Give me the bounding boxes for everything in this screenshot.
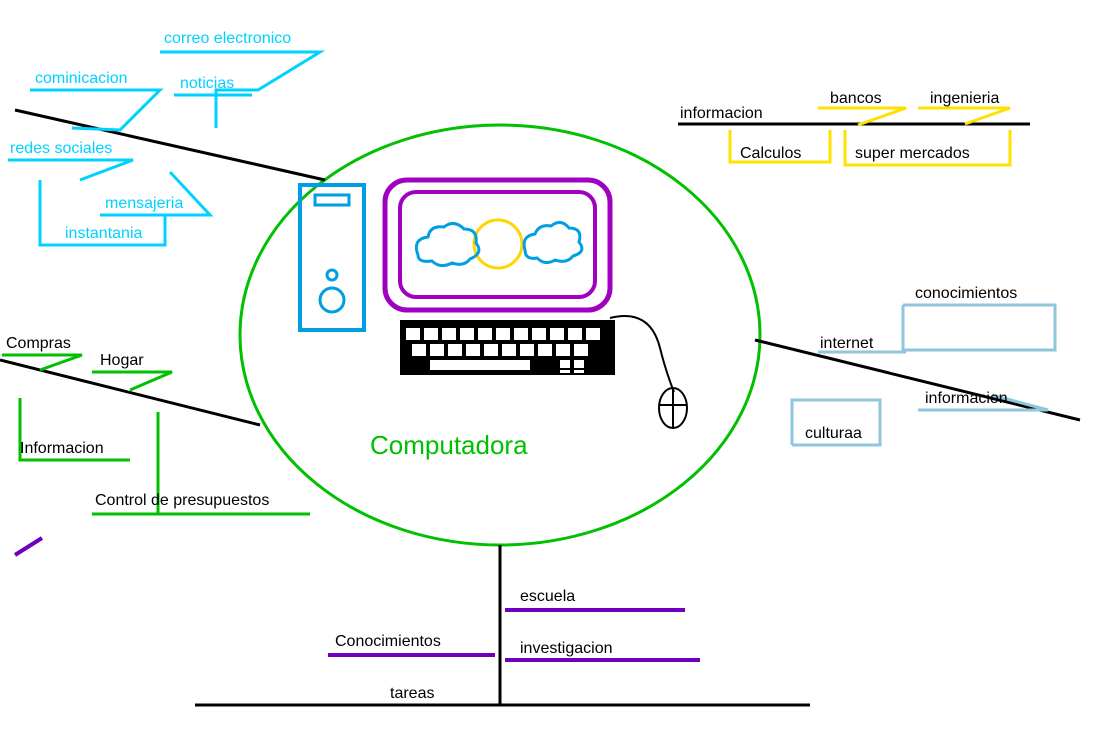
label-top-right-2: ingenieria — [930, 90, 999, 108]
label-top-left-2: noticias — [180, 75, 234, 93]
tower-slot — [315, 195, 349, 205]
mouse-cable — [610, 316, 674, 392]
label-top-left-1: cominicacion — [35, 70, 127, 88]
tower-body — [300, 185, 364, 330]
label-right-0: conocimientos — [915, 285, 1017, 303]
label-right-1: internet — [820, 335, 873, 353]
label-left-2: Informacion — [20, 440, 104, 458]
label-top-right-4: super mercados — [855, 145, 970, 163]
branch-right — [755, 305, 1080, 445]
diagram-title: Computadora — [370, 430, 528, 461]
label-bottom-0: escuela — [520, 588, 575, 606]
label-left-1: Hogar — [100, 352, 144, 370]
label-top-left-5: instantania — [65, 225, 142, 243]
sun-icon — [474, 220, 522, 268]
label-right-2: informacion — [925, 390, 1008, 408]
cloud-right — [524, 222, 582, 262]
label-left-3: Control de presupuestos — [95, 492, 269, 510]
cloud-left — [416, 223, 479, 265]
monitor-outer — [385, 180, 610, 310]
label-bottom-3: tareas — [390, 685, 434, 703]
stray-mark — [15, 538, 42, 555]
label-top-left-4: mensajeria — [105, 195, 183, 213]
branch-left — [0, 355, 310, 514]
monitor-inner — [400, 192, 595, 297]
label-bottom-2: investigacion — [520, 640, 613, 658]
computer-icon — [300, 180, 687, 428]
label-top-right-0: informacion — [680, 105, 763, 123]
tower-speaker — [320, 288, 344, 312]
label-top-right-3: Calculos — [740, 145, 801, 163]
mindmap-diagram — [0, 0, 1112, 739]
label-top-left-0: correo electronico — [164, 30, 291, 48]
label-right-3: culturaa — [805, 425, 862, 443]
label-bottom-1: Conocimientos — [335, 633, 441, 651]
label-left-0: Compras — [6, 335, 71, 353]
branch-bottom — [195, 545, 810, 705]
tower-led — [327, 270, 337, 280]
keyboard-icon — [400, 320, 615, 375]
label-top-left-3: redes sociales — [10, 140, 112, 158]
label-top-right-1: bancos — [830, 90, 882, 108]
